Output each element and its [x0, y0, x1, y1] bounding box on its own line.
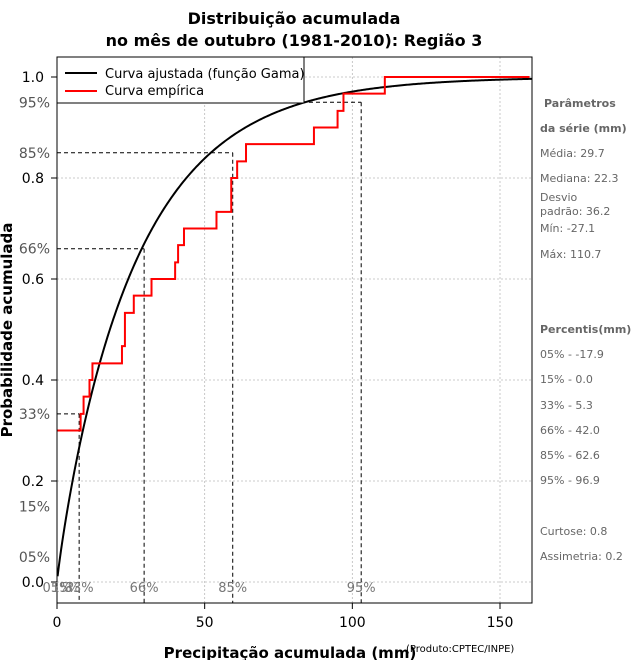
- y-axis-ticks: 0.0 0.2 0.4 0.6 0.8 1.0: [22, 70, 57, 591]
- legend: Curva ajustada (função Gama) Curva empír…: [56, 56, 305, 104]
- percentil-05: 05% - -17.9: [540, 348, 604, 361]
- grid-lines: [56, 57, 532, 603]
- stat-min: Mín: -27.1: [540, 222, 595, 235]
- stat-media: Média: 29.7: [540, 147, 605, 160]
- percentil-66: 66% - 42.0: [540, 424, 600, 437]
- stat-mediana: Mediana: 22.3: [540, 172, 618, 185]
- params-title-line2: da série (mm): [540, 122, 627, 135]
- y-tick-label-3: 0.6: [22, 272, 44, 288]
- legend-entry-empirical: Curva empírica: [105, 84, 204, 99]
- percentil-33: 33% - 5.3: [540, 399, 593, 412]
- chart-subtitle: no mês de outubro (1981-2010): Região 3: [106, 31, 483, 50]
- percentile-x-label-3: 66%: [130, 581, 159, 596]
- percentile-x-label-5: 95%: [347, 581, 376, 596]
- chart-title: Distribuição acumulada: [188, 9, 401, 28]
- y-tick-label-0: 0.0: [22, 575, 44, 591]
- side-panel: Parâmetros da série (mm) Média: 29.7 Med…: [540, 97, 631, 563]
- stat-assimetria: Assimetria: 0.2: [540, 550, 623, 563]
- x-tick-label-1: 50: [196, 615, 214, 631]
- stat-max: Máx: 110.7: [540, 248, 601, 261]
- y-tick-label-4: 0.8: [22, 171, 44, 187]
- x-axis-ticks: 0 50 100 150: [53, 603, 514, 631]
- percentile-y-label-2: 33%: [19, 407, 50, 423]
- percentile-bottom-labels: 05%15%33% 66% 85% 95%: [43, 581, 376, 596]
- legend-box: [56, 56, 305, 104]
- percentile-y-label-1: 15%: [19, 499, 50, 515]
- stat-curtose: Curtose: 0.8: [540, 525, 607, 538]
- series-line-empirical: [57, 76, 530, 432]
- percentile-axis-labels: 05% 15% 33% 66% 85% 95%: [19, 95, 50, 566]
- x-axis-label: Precipitação acumulada (mm): [164, 644, 417, 660]
- percentile-x-label-4: 85%: [218, 581, 247, 596]
- x-tick-label-3: 150: [487, 615, 514, 631]
- y-tick-label-2: 0.4: [22, 373, 44, 389]
- percentil-15: 15% - 0.0: [540, 373, 593, 386]
- stat-desvio-line2: padrão: 36.2: [540, 205, 610, 218]
- percentile-x-label-0: 05%: [43, 581, 72, 596]
- legend-entry-gamma: Curva ajustada (função Gama): [105, 67, 305, 82]
- percentile-y-label-5: 95%: [19, 95, 50, 111]
- y-tick-label-1: 0.2: [22, 474, 44, 490]
- percentil-95: 95% - 96.9: [540, 474, 600, 487]
- percentis-title: Percentis(mm): [540, 323, 631, 336]
- stat-desvio-line1: Desvio: [540, 191, 578, 204]
- percentile-y-label-4: 85%: [19, 146, 50, 162]
- plot-area: [56, 56, 533, 604]
- percentile-y-label-0: 05%: [19, 550, 50, 566]
- credit-label: (Produto:CPTEC/INPE): [406, 644, 514, 655]
- x-tick-label-0: 0: [53, 615, 62, 631]
- percentile-x-label-1: 15%: [51, 581, 80, 596]
- x-tick-label-2: 100: [339, 615, 366, 631]
- y-axis-label: Probabilidade acumulada: [0, 223, 16, 438]
- y-tick-label-5: 1.0: [22, 70, 44, 86]
- percentil-85: 85% - 62.6: [540, 449, 600, 462]
- series-line-gamma: [56, 77, 533, 577]
- percentile-y-label-3: 66%: [19, 242, 50, 258]
- percentile-x-label-2: 33%: [65, 581, 94, 596]
- params-title-line1: Parâmetros: [544, 97, 616, 110]
